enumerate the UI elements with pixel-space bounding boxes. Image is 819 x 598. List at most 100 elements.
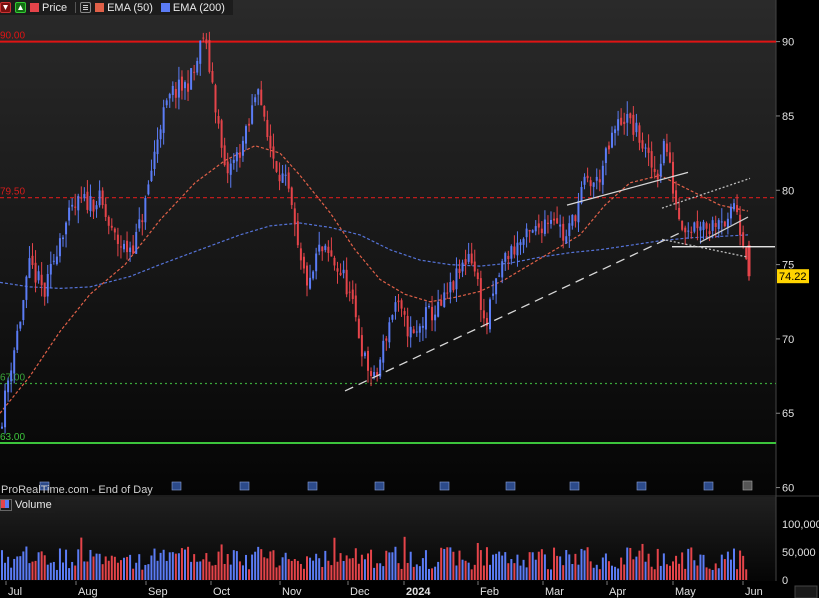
- level-label-3: 63.00: [0, 432, 25, 443]
- candle-body: [403, 311, 406, 315]
- axis-settings-icon[interactable]: [794, 585, 818, 598]
- candle-body: [272, 146, 275, 159]
- ema200-line[interactable]: [0, 222, 749, 290]
- legend-item-ema50[interactable]: EMA (50): [95, 2, 153, 14]
- candle-body: [672, 161, 674, 194]
- time-tick-label: Aug: [78, 586, 98, 598]
- volume-bar: [601, 557, 604, 580]
- dividend-marker-icon[interactable]: [39, 481, 50, 491]
- dividend-marker-icon[interactable]: [439, 481, 450, 491]
- volume-bar: [690, 547, 693, 580]
- volume-bar: [101, 564, 104, 580]
- volume-bar: [428, 568, 430, 580]
- candle-body: [400, 300, 403, 309]
- volume-bar: [263, 557, 266, 580]
- candle-body: [49, 263, 52, 275]
- volume-bar: [110, 555, 113, 580]
- menu-icon[interactable]: [80, 2, 92, 13]
- volume-bar: [653, 569, 656, 580]
- volume-bar: [607, 561, 610, 580]
- candle-body: [184, 82, 186, 89]
- minimize-icon[interactable]: [0, 2, 11, 13]
- ema50-swatch: [95, 3, 105, 12]
- dividend-marker-icon[interactable]: [239, 481, 250, 491]
- dividend-marker-icon[interactable]: [636, 481, 647, 491]
- volume-bar: [726, 551, 729, 580]
- volume-bar: [138, 554, 141, 580]
- ema-lines: [0, 145, 749, 414]
- volume-bar: [196, 561, 199, 580]
- dividend-marker-icon[interactable]: [569, 481, 580, 491]
- dividend-marker-icon[interactable]: [505, 481, 516, 491]
- candle-body: [553, 218, 556, 221]
- trendline-3[interactable]: [661, 177, 751, 209]
- volume-bar: [126, 556, 129, 580]
- trendline-0[interactable]: [344, 231, 683, 392]
- candle-body: [711, 220, 714, 231]
- candle-body: [104, 204, 107, 217]
- ema50-line[interactable]: [0, 145, 749, 414]
- volume-bar: [284, 552, 287, 580]
- price-panel-bg: [0, 0, 776, 495]
- maximize-icon[interactable]: [15, 2, 26, 13]
- candle-body: [74, 206, 77, 208]
- candle-body: [196, 60, 199, 73]
- legend-item-ema200[interactable]: EMA (200): [160, 2, 225, 14]
- candle-body: [388, 322, 391, 343]
- candle-body: [83, 193, 86, 199]
- dividend-marker-icon[interactable]: [307, 481, 318, 491]
- volume-bar: [452, 551, 455, 580]
- candle-body: [147, 184, 150, 195]
- candle-body: [614, 129, 617, 134]
- candle-body: [162, 107, 165, 133]
- trendline-5[interactable]: [699, 216, 749, 243]
- info-icon[interactable]: [742, 480, 753, 491]
- volume-bar: [360, 554, 363, 580]
- candle-body: [113, 228, 116, 233]
- candle-body: [681, 220, 684, 230]
- volume-bar: [348, 558, 351, 580]
- volume-swatch-icon[interactable]: [0, 499, 12, 511]
- volume-bar: [437, 561, 440, 580]
- candle-body: [525, 228, 528, 238]
- volume-bar: [180, 548, 183, 580]
- trendline-4[interactable]: [661, 238, 749, 258]
- volume-bar: [52, 561, 55, 580]
- volume-bar: [492, 554, 495, 580]
- candle-body: [617, 119, 620, 131]
- volume-bar: [116, 562, 119, 580]
- dividend-marker-icon[interactable]: [703, 481, 714, 491]
- candle-body: [1, 426, 3, 429]
- volume-bar: [717, 568, 720, 580]
- volume-bar: [620, 557, 623, 580]
- price-tick-label: 60: [782, 483, 794, 495]
- legend-item-price[interactable]: Price: [30, 2, 67, 14]
- dividend-marker-icon[interactable]: [374, 481, 385, 491]
- candle-body: [699, 226, 702, 231]
- time-tick-label: Apr: [609, 586, 626, 598]
- volume-bar: [342, 560, 345, 580]
- legend-separator: [75, 2, 77, 13]
- volume-bar: [28, 563, 31, 580]
- trendline-1[interactable]: [566, 171, 689, 206]
- candle-body: [458, 268, 461, 273]
- volume-bar: [184, 549, 186, 580]
- volume-bar: [577, 564, 580, 580]
- candle-body: [52, 260, 55, 262]
- dividend-marker-icon[interactable]: [171, 481, 182, 491]
- candle-body: [394, 302, 397, 312]
- volume-bar: [431, 568, 434, 580]
- volume-bar: [729, 559, 732, 580]
- volume-bar: [501, 555, 504, 580]
- volume-bar: [678, 563, 681, 580]
- candle-body: [470, 253, 473, 264]
- volume-bar: [705, 567, 708, 580]
- time-tick-label: May: [675, 586, 696, 598]
- volume-bar: [31, 561, 34, 580]
- candle-body: [141, 220, 144, 223]
- volume-bar: [174, 553, 177, 580]
- candle-body: [662, 141, 665, 164]
- volume-bar: [293, 559, 296, 580]
- volume-bar: [519, 565, 522, 580]
